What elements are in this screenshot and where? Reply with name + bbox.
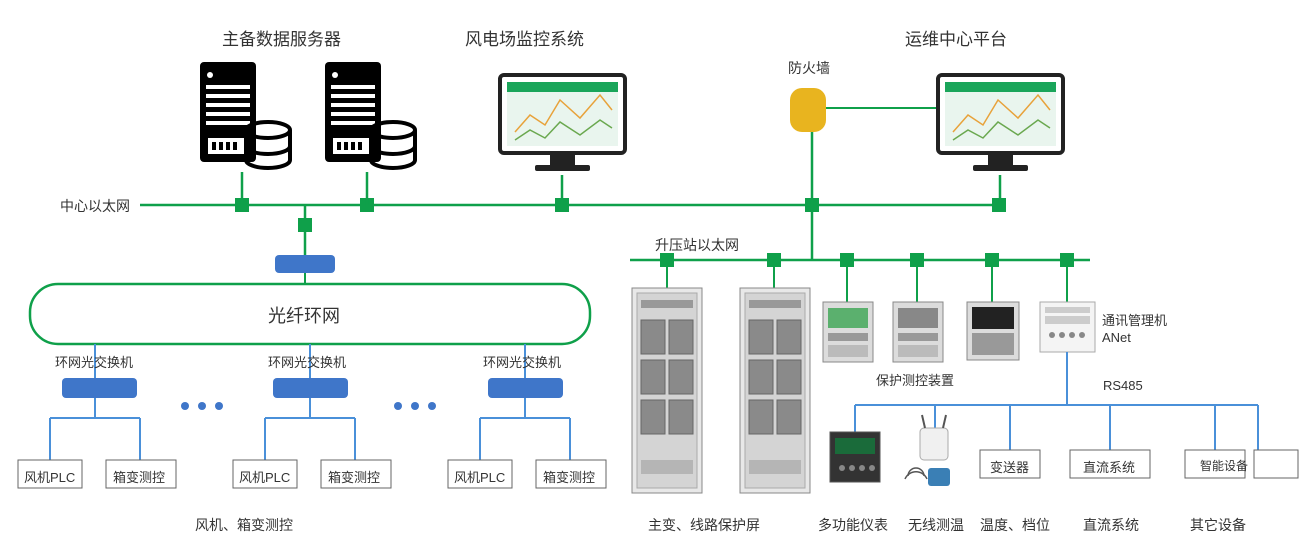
- station-ethernet-label: 升压站以太网: [655, 235, 739, 255]
- firewall-label: 防火墙: [788, 58, 830, 78]
- dc-system-label: 直流系统: [1083, 515, 1139, 535]
- ring-switch-label: 环网光交换机: [55, 352, 133, 371]
- fan-plc-label: 风机PLC: [454, 467, 505, 486]
- ops-pc-icon: [938, 75, 1063, 171]
- ops-title: 运维中心平台: [905, 25, 1007, 50]
- fiber-ring-label: 光纤环网: [268, 302, 340, 328]
- monitor-pc-icon: [500, 75, 625, 171]
- comm-mgr-label: 通讯管理机: [1102, 310, 1167, 329]
- fan-plc-label: 风机PLC: [239, 467, 290, 486]
- center-ethernet-label: 中心以太网: [60, 196, 130, 216]
- comm-mgr-sub-label: ANet: [1102, 330, 1131, 345]
- wireless-temp-icon: [905, 415, 950, 486]
- ring-switch-label: 环网光交换机: [483, 352, 561, 371]
- protection-device-icon: [967, 302, 1019, 360]
- other-dev-label: 其它设备: [1190, 515, 1246, 535]
- firewall-icon: [790, 88, 826, 132]
- meter-icon: [830, 432, 880, 482]
- rs485-label: RS485: [1103, 378, 1143, 393]
- comm-manager-icon: [1040, 302, 1095, 352]
- main-protect-label: 主变、线路保护屏: [648, 515, 760, 535]
- bottom-left-label: 风机、箱变测控: [195, 515, 293, 535]
- multi-meter-label: 多功能仪表: [818, 515, 888, 535]
- cabinet-icon: [632, 288, 702, 493]
- protection-device-icon: [893, 302, 943, 362]
- fan-plc-label: 风机PLC: [24, 467, 75, 486]
- ring-switch-label: 环网光交换机: [268, 352, 346, 371]
- temp-pos-label: 温度、档位: [980, 515, 1050, 535]
- box-ctrl-label: 箱变测控: [113, 467, 165, 486]
- protection-device-icon: [823, 302, 873, 362]
- smart-box-label: 智能设备: [1200, 457, 1248, 474]
- dc-box-label: 直流系统: [1083, 457, 1135, 476]
- box-ctrl-label: 箱变测控: [543, 467, 595, 486]
- transmitter-box-label: 变送器: [990, 457, 1029, 476]
- cabinet-icon: [740, 288, 810, 493]
- server-icon: [200, 62, 290, 168]
- box-ctrl-label: 箱变测控: [328, 467, 380, 486]
- servers-title: 主备数据服务器: [222, 25, 341, 50]
- wireless-temp-label: 无线测温: [908, 515, 964, 535]
- server-icon: [325, 62, 415, 168]
- monitoring-title: 风电场监控系统: [465, 25, 584, 50]
- protect-device-label: 保护测控装置: [876, 370, 954, 389]
